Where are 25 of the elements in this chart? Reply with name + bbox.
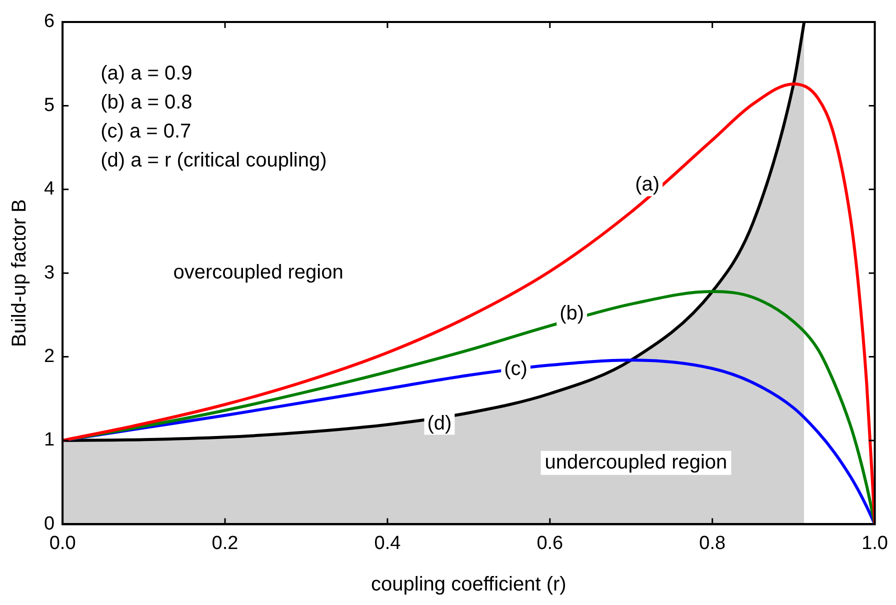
y-tick-label: 0 bbox=[44, 513, 55, 534]
annotation: (a) a = 0.9 bbox=[100, 62, 192, 85]
x-axis-title: coupling coefficient (r) bbox=[371, 574, 566, 596]
y-tick-label: 1 bbox=[44, 430, 55, 451]
annotation: (c) a = 0.7 bbox=[100, 120, 192, 143]
annotation: (b) bbox=[560, 302, 584, 325]
annotation: (b) a = 0.8 bbox=[100, 92, 192, 114]
x-tick-label: 1.0 bbox=[862, 532, 888, 554]
annotation: (d) a = r (critical coupling) bbox=[100, 150, 327, 172]
y-axis-title: Build-up factor B bbox=[8, 199, 31, 348]
annotation: undercoupled region bbox=[544, 451, 728, 474]
annotation: (a) bbox=[635, 174, 660, 196]
x-tick-label: 0.0 bbox=[49, 532, 76, 554]
annotation: overcoupled region bbox=[173, 262, 344, 284]
annotation: (d) bbox=[427, 412, 452, 434]
y-tick-label: 2 bbox=[44, 346, 55, 368]
y-tick-label: 4 bbox=[44, 178, 55, 200]
y-tick-label: 6 bbox=[44, 11, 55, 32]
x-tick-label: 0.8 bbox=[699, 532, 726, 554]
y-tick-label: 3 bbox=[44, 262, 55, 284]
annotation: (c) bbox=[504, 358, 528, 380]
x-tick-label: 0.4 bbox=[374, 532, 402, 554]
y-tick-label: 5 bbox=[44, 94, 55, 116]
x-tick-label: 0.2 bbox=[212, 532, 238, 554]
x-tick-label: 0.6 bbox=[536, 532, 564, 554]
